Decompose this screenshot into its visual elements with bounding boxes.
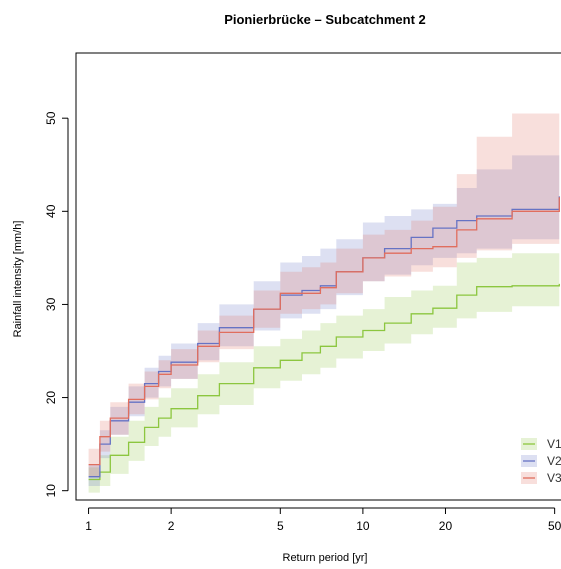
y-axis: 10 20 30 40 50 — [44, 111, 69, 498]
y-tick-label: 10 — [44, 484, 58, 498]
x-tick-label: 1 — [85, 519, 92, 533]
x-tick-label: 20 — [439, 519, 453, 533]
legend: V1 V2 V3 — [521, 437, 561, 485]
x-axis: 1 2 5 10 20 50 — [85, 507, 561, 533]
legend-label-v3: V3 — [547, 471, 561, 485]
y-tick-label: 50 — [44, 111, 58, 125]
x-tick-label: 2 — [168, 519, 175, 533]
legend-label-v2: V2 — [547, 454, 561, 468]
series-lines — [88, 196, 560, 481]
plot-frame — [75, 52, 561, 501]
x-axis-label: Return period [yr] — [283, 552, 368, 564]
line-v2 — [88, 196, 560, 478]
line-v3 — [88, 197, 560, 466]
y-tick-label: 40 — [44, 204, 58, 218]
x-tick-label: 50 — [548, 519, 561, 533]
y-axis-label: Rainfall intensity [mm/h] — [12, 221, 24, 338]
y-tick-label: 20 — [44, 391, 58, 405]
y-tick-label: 30 — [44, 297, 58, 311]
line-v1 — [88, 283, 560, 481]
x-tick-label: 10 — [356, 519, 370, 533]
band-v3 — [88, 92, 560, 477]
confidence-bands — [88, 92, 560, 493]
x-tick-label: 5 — [277, 519, 284, 533]
chart-title: Pionierbrücke – Subcatchment 2 — [224, 12, 426, 27]
legend-label-v1: V1 — [547, 437, 561, 451]
band-v1 — [88, 243, 560, 493]
